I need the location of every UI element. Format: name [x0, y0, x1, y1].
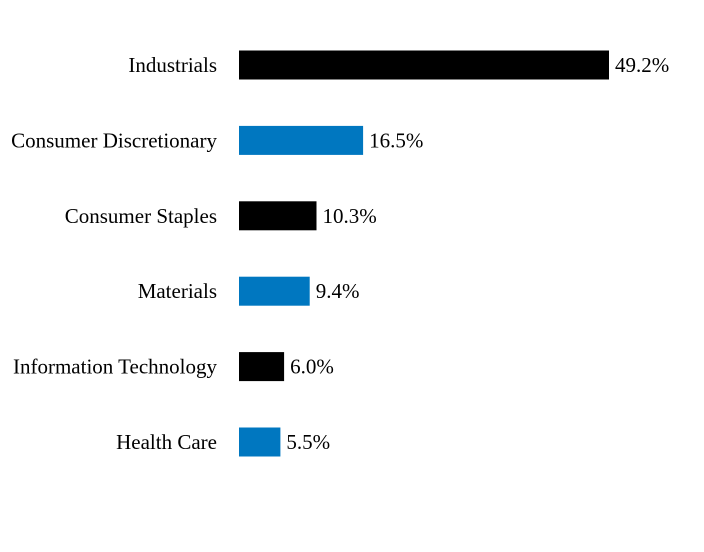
- category-label-industrials: Industrials: [128, 53, 217, 77]
- bar-consumer-staples: [239, 201, 317, 231]
- value-label-information-technology: 6.0%: [290, 355, 334, 379]
- category-label-health-care: Health Care: [116, 430, 217, 454]
- category-label-consumer-staples: Consumer Staples: [65, 204, 217, 228]
- value-labels-group: 49.2% 16.5% 10.3% 9.4% 6.0% 5.5%: [286, 53, 669, 454]
- bar-health-care: [239, 427, 281, 457]
- value-label-materials: 9.4%: [316, 279, 360, 303]
- bar-information-technology: [239, 352, 285, 382]
- category-label-information-technology: Information Technology: [13, 355, 218, 379]
- category-label-consumer-discretionary: Consumer Discretionary: [11, 128, 217, 152]
- bars-group: [239, 50, 609, 457]
- bar-materials: [239, 276, 310, 306]
- bar-consumer-discretionary: [239, 125, 364, 155]
- category-labels-group: Industrials Consumer Discretionary Consume…: [11, 53, 217, 454]
- category-label-materials: Materials: [138, 279, 217, 303]
- value-label-health-care: 5.5%: [286, 430, 330, 454]
- value-label-consumer-discretionary: 16.5%: [369, 128, 423, 152]
- value-label-industrials: 49.2%: [615, 53, 669, 77]
- value-label-consumer-staples: 10.3%: [323, 204, 377, 228]
- bar-industrials: [239, 50, 609, 80]
